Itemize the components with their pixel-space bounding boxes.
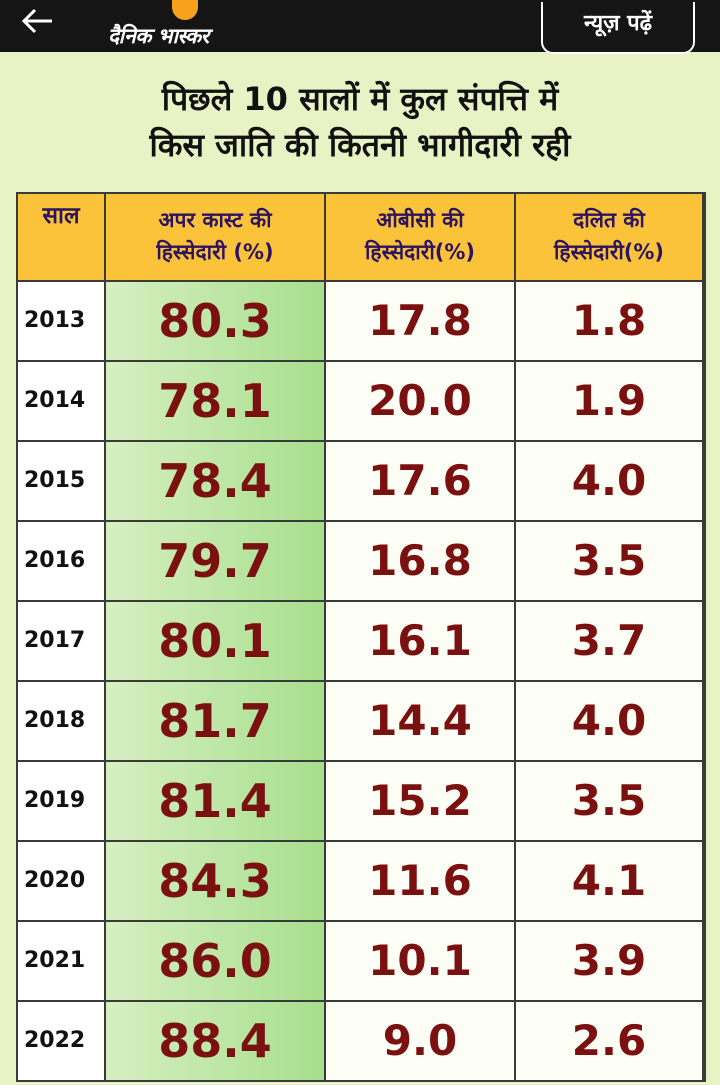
year-cell: 2013 [18, 282, 106, 362]
upper-caste-value: 80.1 [106, 602, 326, 682]
year-cell: 2022 [18, 1002, 106, 1082]
header-label: साल [42, 203, 80, 229]
table-row: 2019 81.4 15.2 3.5 [18, 762, 704, 842]
upper-caste-value: 78.4 [106, 442, 326, 522]
upper-caste-value: 78.1 [106, 362, 326, 442]
upper-caste-value: 80.3 [106, 282, 326, 362]
upper-caste-value: 79.7 [106, 522, 326, 602]
header-obc: ओबीसी की हिस्सेदारी(%) [326, 194, 516, 282]
year-cell: 2016 [18, 522, 106, 602]
header-label: हिस्सेदारी(%) [364, 240, 476, 264]
year-cell: 2019 [18, 762, 106, 842]
back-button[interactable] [20, 6, 68, 46]
top-bar: दैनिक भास्कर न्यूज़ पढ़ें [0, 0, 720, 54]
title-line-1: पिछले 10 सालों में कुल संपत्ति में [161, 80, 559, 118]
app-logo: दैनिक भास्कर [108, 24, 209, 48]
read-news-button[interactable]: न्यूज़ पढ़ें [541, 2, 695, 54]
obc-value: 17.6 [326, 442, 516, 522]
table-row: 2014 78.1 20.0 1.9 [18, 362, 704, 442]
year-cell: 2020 [18, 842, 106, 922]
table-row: 2021 86.0 10.1 3.9 [18, 922, 704, 1002]
obc-value: 20.0 [326, 362, 516, 442]
title-line-2: किस जाति की कितनी भागीदारी रही [149, 126, 571, 164]
obc-value: 17.8 [326, 282, 516, 362]
upper-caste-value: 88.4 [106, 1002, 326, 1082]
obc-value: 9.0 [326, 1002, 516, 1082]
page-title: पिछले 10 सालों में कुल संपत्ति में किस ज… [0, 76, 720, 168]
table-row: 2018 81.7 14.4 4.0 [18, 682, 704, 762]
table-row: 2022 88.4 9.0 2.6 [18, 1002, 704, 1082]
dalit-value: 3.9 [516, 922, 704, 1002]
table-row: 2020 84.3 11.6 4.1 [18, 842, 704, 922]
dalit-value: 2.6 [516, 1002, 704, 1082]
header-label: हिस्सेदारी(%) [553, 240, 665, 264]
table-row: 2015 78.4 17.6 4.0 [18, 442, 704, 522]
wealth-share-table: साल अपर कास्ट की हिस्सेदारी (%) ओबीसी की… [16, 192, 706, 1082]
year-cell: 2018 [18, 682, 106, 762]
year-cell: 2015 [18, 442, 106, 522]
year-cell: 2021 [18, 922, 106, 1002]
arrow-left-icon [21, 8, 52, 34]
header-year: साल [18, 194, 106, 282]
obc-value: 11.6 [326, 842, 516, 922]
header-dalit: दलित की हिस्सेदारी(%) [516, 194, 704, 282]
dalit-value: 4.1 [516, 842, 704, 922]
table-row: 2017 80.1 16.1 3.7 [18, 602, 704, 682]
dalit-value: 4.0 [516, 442, 704, 522]
table-row: 2013 80.3 17.8 1.8 [18, 282, 704, 362]
upper-caste-value: 86.0 [106, 922, 326, 1002]
table-header-row: साल अपर कास्ट की हिस्सेदारी (%) ओबीसी की… [18, 194, 704, 282]
upper-caste-value: 81.4 [106, 762, 326, 842]
obc-value: 16.1 [326, 602, 516, 682]
dalit-value: 1.9 [516, 362, 704, 442]
header-upper-caste: अपर कास्ट की हिस्सेदारी (%) [106, 194, 326, 282]
header-label: ओबीसी की [376, 208, 464, 232]
header-label: हिस्सेदारी (%) [156, 240, 274, 264]
header-label: अपर कास्ट की [158, 208, 272, 232]
logo-sun-icon [172, 0, 198, 20]
obc-value: 15.2 [326, 762, 516, 842]
obc-value: 14.4 [326, 682, 516, 762]
year-cell: 2014 [18, 362, 106, 442]
dalit-value: 3.5 [516, 522, 704, 602]
header-label: दलित की [573, 208, 645, 232]
dalit-value: 3.7 [516, 602, 704, 682]
year-cell: 2017 [18, 602, 106, 682]
upper-caste-value: 84.3 [106, 842, 326, 922]
dalit-value: 1.8 [516, 282, 704, 362]
dalit-value: 3.5 [516, 762, 704, 842]
upper-caste-value: 81.7 [106, 682, 326, 762]
obc-value: 10.1 [326, 922, 516, 1002]
table-row: 2016 79.7 16.8 3.5 [18, 522, 704, 602]
dalit-value: 4.0 [516, 682, 704, 762]
obc-value: 16.8 [326, 522, 516, 602]
